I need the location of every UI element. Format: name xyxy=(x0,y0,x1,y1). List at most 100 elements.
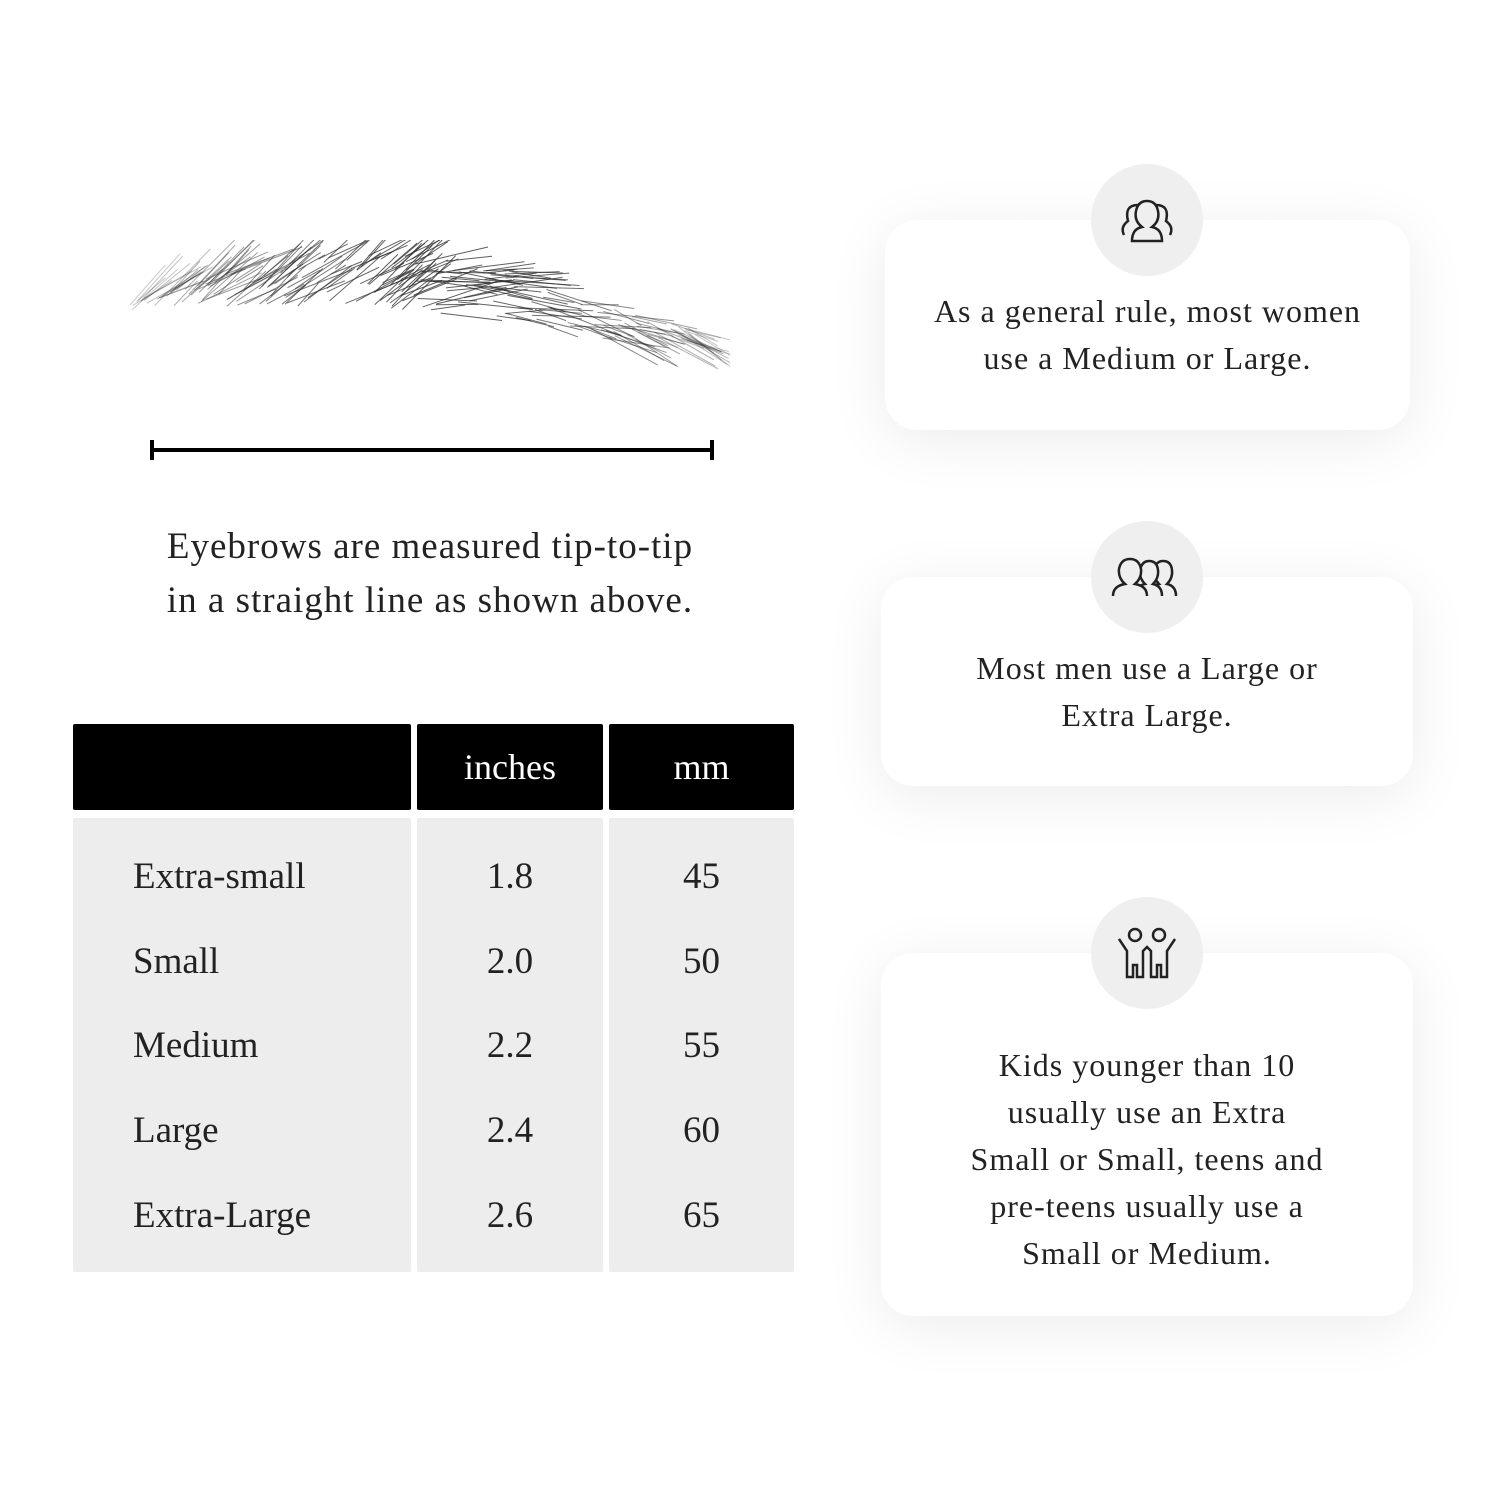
eyebrow-hair xyxy=(173,260,201,291)
eyebrow-hair xyxy=(681,338,722,352)
eyebrow-hair xyxy=(368,240,403,257)
eyebrow-hair xyxy=(158,280,204,299)
eyebrow-hair xyxy=(404,240,440,257)
eyebrow-hair xyxy=(583,325,617,340)
card-text: Small or Medium. xyxy=(1022,1235,1272,1271)
eyebrow-hair xyxy=(374,277,404,305)
eyebrow-hair xyxy=(169,272,200,293)
eyebrow-hair xyxy=(198,240,256,293)
eyebrow-hair xyxy=(543,296,575,303)
eyebrow-hair xyxy=(146,271,205,304)
eyebrow-hair xyxy=(225,249,250,276)
eyebrow-hair xyxy=(286,280,345,304)
eyebrow-hair xyxy=(639,328,674,337)
eyebrow-hair xyxy=(506,312,547,325)
eyebrow-hair xyxy=(549,307,623,337)
eyebrow-hair xyxy=(577,309,635,338)
measurement-caption: Eyebrows are measured tip-to-tip in a st… xyxy=(80,520,780,628)
eyebrow-hair xyxy=(676,332,707,346)
eyebrow-hair xyxy=(287,269,320,289)
eyebrow-hair xyxy=(500,279,580,287)
eyebrow-hair xyxy=(393,240,424,265)
eyebrow-hair xyxy=(417,298,477,302)
eyebrow-hair xyxy=(159,278,210,299)
eyebrow-hair xyxy=(445,279,514,289)
eyebrow-hair xyxy=(230,246,303,276)
table-column-size xyxy=(73,818,411,1272)
card-text: usually use an Extra xyxy=(1007,1094,1287,1130)
eyebrow-hair xyxy=(166,269,199,297)
eyebrow-hair xyxy=(631,328,666,347)
eyebrow-hair xyxy=(389,268,439,304)
women-group-icon xyxy=(1091,164,1203,276)
eyebrow-hair xyxy=(301,240,369,279)
eyebrow-hair xyxy=(368,242,418,285)
eyebrow-hair xyxy=(440,312,503,321)
eyebrow-hair xyxy=(496,315,531,322)
eyebrow-hair xyxy=(490,274,566,281)
eyebrow-hair xyxy=(681,334,728,365)
table-cell-inches: 2.2 xyxy=(486,1025,534,1066)
table-cell-inches: 2.0 xyxy=(486,941,534,982)
eyebrow-hair xyxy=(326,266,380,293)
eyebrow-hair xyxy=(670,328,729,359)
table-cell-mm: 55 xyxy=(683,1025,720,1066)
eyebrow-hair xyxy=(256,255,289,282)
card-text: Extra Large. xyxy=(1061,696,1233,733)
eyebrow-hair xyxy=(400,279,443,296)
eyebrow-hair xyxy=(225,248,294,275)
eyebrow-hair xyxy=(536,318,584,331)
eyebrow-hair xyxy=(420,279,491,284)
eyebrow-hair xyxy=(328,240,368,259)
eyebrow-hair xyxy=(318,243,348,260)
eyebrow-hair xyxy=(608,336,657,354)
eyebrow-hair xyxy=(658,337,719,370)
card-text: Most men use a Large or xyxy=(976,649,1318,686)
eyebrow-hair xyxy=(382,270,411,286)
eyebrow-hair xyxy=(197,252,230,287)
eyebrow-hair xyxy=(156,266,213,300)
eyebrow-hair xyxy=(355,269,415,302)
eyebrow-hair xyxy=(176,265,206,291)
eyebrow-hair xyxy=(214,256,251,283)
table-cell-size: Small xyxy=(133,941,220,982)
eyebrow-hair xyxy=(671,323,715,340)
eyebrow-hair xyxy=(484,272,537,280)
eyebrow-hair xyxy=(218,268,244,295)
eyebrow-hair xyxy=(280,240,315,274)
table-header-mm: mm xyxy=(609,724,794,810)
eyebrow-hair xyxy=(618,324,686,345)
eyebrow-hair xyxy=(687,332,730,368)
table-cell-size: Large xyxy=(133,1110,219,1151)
eyebrow-hair xyxy=(509,270,564,274)
eyebrow-hair xyxy=(464,286,518,299)
card-text: use a Medium or Large. xyxy=(983,340,1312,376)
eyebrow-hair xyxy=(391,259,436,307)
eyebrow-hair xyxy=(181,256,232,303)
table-cell-size: Extra-small xyxy=(133,856,306,897)
eyebrow-hair xyxy=(528,310,582,320)
card-text: As a general rule, most women xyxy=(933,293,1362,329)
eyebrow-hair xyxy=(648,334,685,345)
eyebrow-hair xyxy=(200,252,258,303)
eyebrow-hair xyxy=(656,327,724,355)
eyebrow-hair xyxy=(170,271,203,294)
eyebrow-hair xyxy=(452,261,525,272)
eyebrow-hair xyxy=(504,271,560,275)
eyebrow-hair xyxy=(422,281,497,308)
eyebrow-hair xyxy=(330,261,363,275)
eyebrow-hair xyxy=(140,280,173,302)
table-column-inches xyxy=(417,818,603,1272)
eyebrow-hair xyxy=(502,267,534,271)
eyebrow-hair xyxy=(677,334,722,353)
eyebrow-hair xyxy=(298,254,326,271)
eyebrow-hair xyxy=(624,322,669,347)
eyebrow-hair xyxy=(534,309,567,322)
eyebrow-hair xyxy=(329,256,381,302)
card-text: Kids younger than 10 xyxy=(998,1047,1296,1083)
eyebrow-hair xyxy=(441,276,480,282)
eyebrow-hair xyxy=(132,270,193,306)
eyebrow-hair xyxy=(386,264,423,303)
eyebrow-hair xyxy=(335,240,367,270)
eyebrow-hair xyxy=(680,337,730,355)
